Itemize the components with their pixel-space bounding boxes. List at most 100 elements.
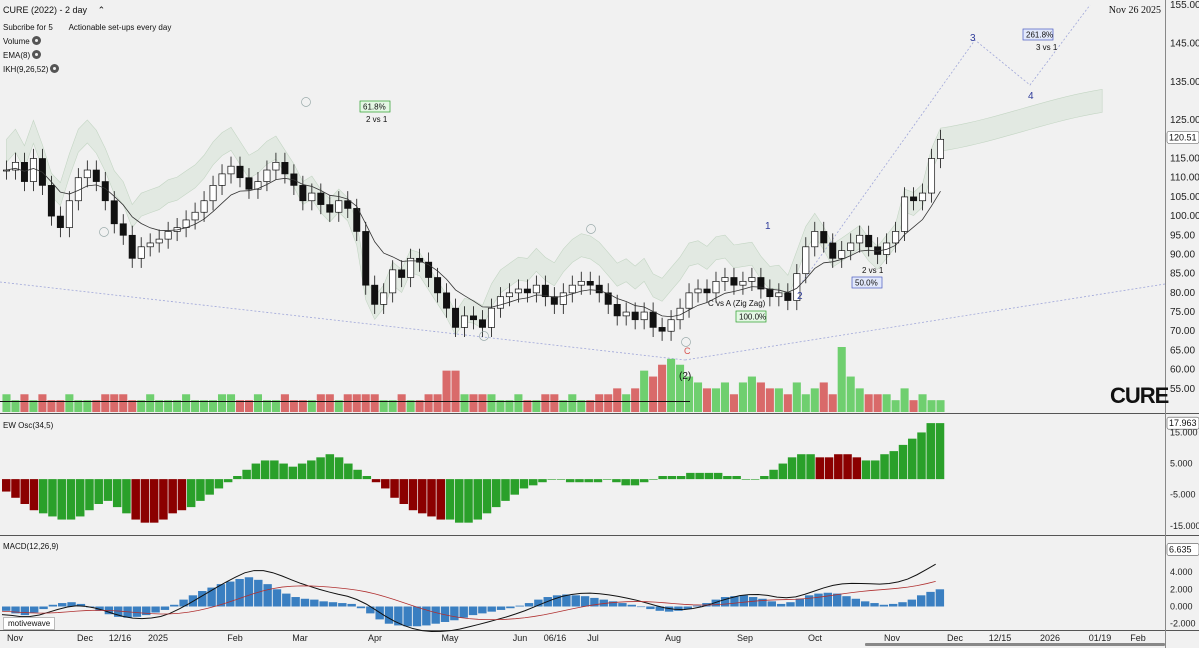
volume-bar bbox=[855, 388, 864, 412]
wave-annotation: C vs A (Zig Zag) bbox=[708, 299, 766, 308]
macd-bar bbox=[515, 605, 524, 607]
oscillator-bar bbox=[898, 444, 908, 480]
volume-bar bbox=[29, 400, 38, 412]
collapse-chevron-icon[interactable]: ⌃ bbox=[97, 5, 106, 15]
volume-bar bbox=[667, 358, 676, 412]
oscillator-tick-label: -5.000 bbox=[1170, 490, 1196, 500]
wave-marker bbox=[99, 227, 109, 237]
price-tick-label: 75.00 bbox=[1170, 307, 1195, 318]
volume-bar bbox=[164, 400, 173, 412]
indicator-volume[interactable]: Volume bbox=[3, 36, 41, 46]
indicator-ema[interactable]: EMA(8) bbox=[3, 50, 42, 60]
volume-bar bbox=[11, 400, 20, 412]
candle-body bbox=[137, 246, 145, 259]
volume-bar bbox=[101, 394, 110, 412]
gear-icon[interactable] bbox=[32, 50, 42, 59]
oscillator-bar bbox=[473, 479, 483, 520]
oscillator-bar bbox=[861, 460, 871, 480]
candle-body bbox=[649, 311, 657, 328]
candle-body bbox=[362, 231, 370, 286]
oscillator-tick-label: -15.000 bbox=[1170, 521, 1199, 531]
oscillator-bar bbox=[344, 463, 353, 480]
macd-bar bbox=[403, 606, 412, 627]
price-tick-label: 105.00 bbox=[1170, 192, 1199, 203]
candle-body bbox=[326, 204, 334, 213]
candle-body bbox=[685, 292, 693, 309]
oscillator-bar bbox=[750, 479, 760, 480]
volume-bar bbox=[478, 394, 487, 412]
macd-bar bbox=[898, 602, 907, 607]
candle-body bbox=[793, 273, 801, 301]
time-axis-label: Dec bbox=[947, 633, 964, 643]
oscillator-bar bbox=[676, 476, 686, 480]
oscillator-bar bbox=[418, 479, 427, 514]
oscillator-bar bbox=[205, 479, 214, 495]
fib-level-box bbox=[1022, 28, 1054, 41]
volume-bar bbox=[711, 388, 721, 412]
panel-divider bbox=[0, 535, 1199, 536]
price-tick-label: 115.00 bbox=[1170, 154, 1199, 165]
volume-bar bbox=[388, 400, 397, 412]
time-axis-label: Jun bbox=[513, 633, 528, 643]
candle-body bbox=[380, 292, 388, 305]
oscillator-bar bbox=[519, 479, 529, 489]
oscillator-bar bbox=[307, 460, 316, 480]
oscillator-bar bbox=[556, 479, 566, 480]
oscillator-bar bbox=[408, 479, 418, 511]
oscillator-bar bbox=[38, 479, 48, 514]
volume-bar bbox=[316, 394, 325, 412]
candle-body bbox=[811, 231, 819, 248]
gear-icon[interactable] bbox=[50, 64, 60, 73]
oscillator-bar bbox=[334, 457, 344, 480]
macd-bar bbox=[562, 594, 571, 607]
candle-body bbox=[505, 292, 513, 298]
oscillator-bar bbox=[436, 479, 446, 520]
time-axis-label: Feb bbox=[1130, 633, 1146, 643]
macd-bar bbox=[291, 597, 300, 607]
oscillator-bar bbox=[565, 479, 575, 483]
oscillator-bar bbox=[223, 479, 233, 483]
candle-body bbox=[254, 181, 262, 190]
indicator-ikh[interactable]: IKH(9,26,52) bbox=[3, 64, 60, 74]
candle-body bbox=[299, 185, 307, 202]
candle-body bbox=[901, 196, 909, 232]
macd-bar bbox=[39, 606, 48, 610]
macd-bar bbox=[30, 606, 39, 613]
oscillator-title: EW Osc(34,5) bbox=[3, 421, 54, 430]
macd-bar bbox=[795, 598, 805, 607]
candle-body bbox=[910, 196, 918, 202]
volume-bar bbox=[226, 394, 236, 412]
oscillator-bar bbox=[260, 460, 270, 480]
time-axis-label: Dec bbox=[77, 633, 94, 643]
macd-bar bbox=[226, 581, 235, 607]
candle-body bbox=[65, 200, 73, 228]
oscillator-bar bbox=[695, 472, 704, 480]
candle-body bbox=[209, 185, 217, 202]
oscillator-bar bbox=[602, 479, 612, 480]
macd-bar bbox=[272, 589, 282, 607]
macd-last-value: 6.635 bbox=[1169, 544, 1192, 554]
signal-line bbox=[1, 580, 936, 621]
macd-bar bbox=[646, 606, 655, 610]
tagline-text: Actionable set-ups every day bbox=[68, 23, 172, 32]
candle-body bbox=[146, 242, 154, 248]
macd-bar bbox=[282, 593, 291, 607]
macd-bar bbox=[655, 606, 664, 611]
candle-body bbox=[281, 162, 289, 175]
oscillator-bar bbox=[20, 479, 29, 504]
volume-bar bbox=[128, 400, 137, 412]
oscillator-bar bbox=[177, 479, 187, 511]
macd-bar bbox=[338, 603, 347, 607]
oscillator-bar bbox=[889, 451, 899, 480]
fib-level-box bbox=[851, 276, 883, 289]
candle-body bbox=[838, 250, 846, 259]
oscillator-last-box bbox=[1166, 416, 1199, 430]
oscillator-bar bbox=[501, 479, 510, 501]
macd-bar bbox=[804, 595, 814, 607]
macd-bar bbox=[627, 604, 636, 607]
macd-bar bbox=[132, 606, 142, 617]
candle-body bbox=[371, 284, 379, 305]
gear-icon[interactable] bbox=[31, 36, 41, 45]
oscillator-bar bbox=[445, 479, 455, 520]
